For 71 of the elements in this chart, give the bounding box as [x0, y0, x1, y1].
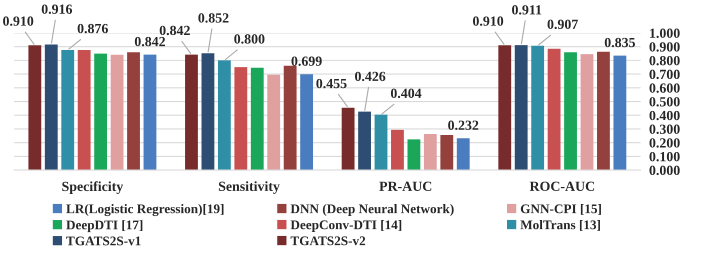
bar: [234, 67, 248, 170]
legend-label: DeepDTI [17]: [66, 220, 142, 232]
bar: [548, 48, 561, 170]
bar: [78, 50, 91, 170]
legend-label: TGATS2S-v2: [290, 236, 366, 246]
data-label: 0.907: [548, 20, 578, 30]
data-label: 0.910: [472, 16, 504, 26]
y-tick-label: 0.600: [650, 83, 680, 93]
bar: [613, 56, 626, 170]
y-tick-label: 0.300: [650, 124, 680, 134]
data-label: 0.842: [160, 26, 190, 36]
data-label: 0.876: [78, 24, 108, 34]
data-label: 0.852: [198, 13, 229, 23]
bar: [94, 54, 108, 170]
y-tick-label: 0.500: [650, 97, 680, 107]
bar: [440, 134, 454, 170]
data-label: 0.455: [316, 78, 347, 88]
legend-label: TGATS2S-v1: [66, 236, 141, 246]
data-label: 0.404: [390, 88, 422, 98]
bar: [531, 46, 544, 170]
y-tick-label: 0.700: [650, 70, 680, 80]
legend-label: LR(Logistic Regression)[19]: [66, 204, 224, 216]
data-label: 0.911: [512, 5, 542, 15]
bar: [127, 52, 140, 170]
data-label: 0.835: [604, 38, 635, 48]
bar: [44, 44, 58, 170]
y-tick-label: 0.000: [650, 166, 680, 176]
bar: [407, 139, 420, 170]
legend-label: MolTrans [13]: [520, 220, 600, 231]
data-label: 0.910: [3, 16, 34, 26]
x-tick-label: PR-AUC: [379, 182, 432, 191]
bar: [514, 45, 528, 170]
bar: [498, 45, 512, 170]
y-tick-label: 1.000: [650, 28, 680, 38]
data-label: 0.426: [355, 72, 386, 82]
y-tick-label: 0.100: [650, 152, 680, 162]
legend-label: DNN (Deep Neural Network): [290, 204, 454, 216]
bar: [564, 52, 577, 170]
x-tick-label: Sensitivity: [218, 181, 280, 194]
bar: [185, 54, 198, 170]
data-label: 0.842: [134, 36, 165, 46]
bar: [424, 134, 437, 170]
data-label: 0.232: [448, 120, 478, 130]
y-tick-label: 0.800: [650, 56, 680, 66]
x-tick-label: Specificity: [62, 181, 124, 194]
bar: [300, 74, 314, 170]
bar: [61, 50, 74, 170]
bar: [218, 60, 231, 170]
bar: [358, 112, 371, 170]
bar: [374, 114, 388, 170]
bar: [110, 54, 124, 170]
legend-label: GNN-CPI [15]: [520, 204, 601, 215]
bar: [391, 130, 404, 170]
data-label: 0.916: [42, 4, 72, 14]
bar: [284, 66, 297, 170]
bar: [580, 54, 594, 170]
bar: [250, 68, 264, 170]
y-tick-label: 0.200: [650, 138, 680, 148]
legend-label: DeepConv-DTI [14]: [290, 220, 402, 232]
bar: [144, 54, 156, 170]
data-label: 0.800: [234, 34, 264, 44]
bar: [28, 45, 42, 170]
data-label: 0.699: [292, 56, 322, 66]
y-tick-label: 0.400: [650, 110, 680, 120]
bar: [342, 108, 355, 170]
bar: [267, 74, 280, 170]
bar: [202, 53, 214, 170]
x-tick-label: ROC-AUC: [530, 182, 594, 191]
bar: [597, 52, 610, 170]
bar: [456, 138, 470, 170]
y-tick-label: 0.900: [650, 42, 680, 52]
